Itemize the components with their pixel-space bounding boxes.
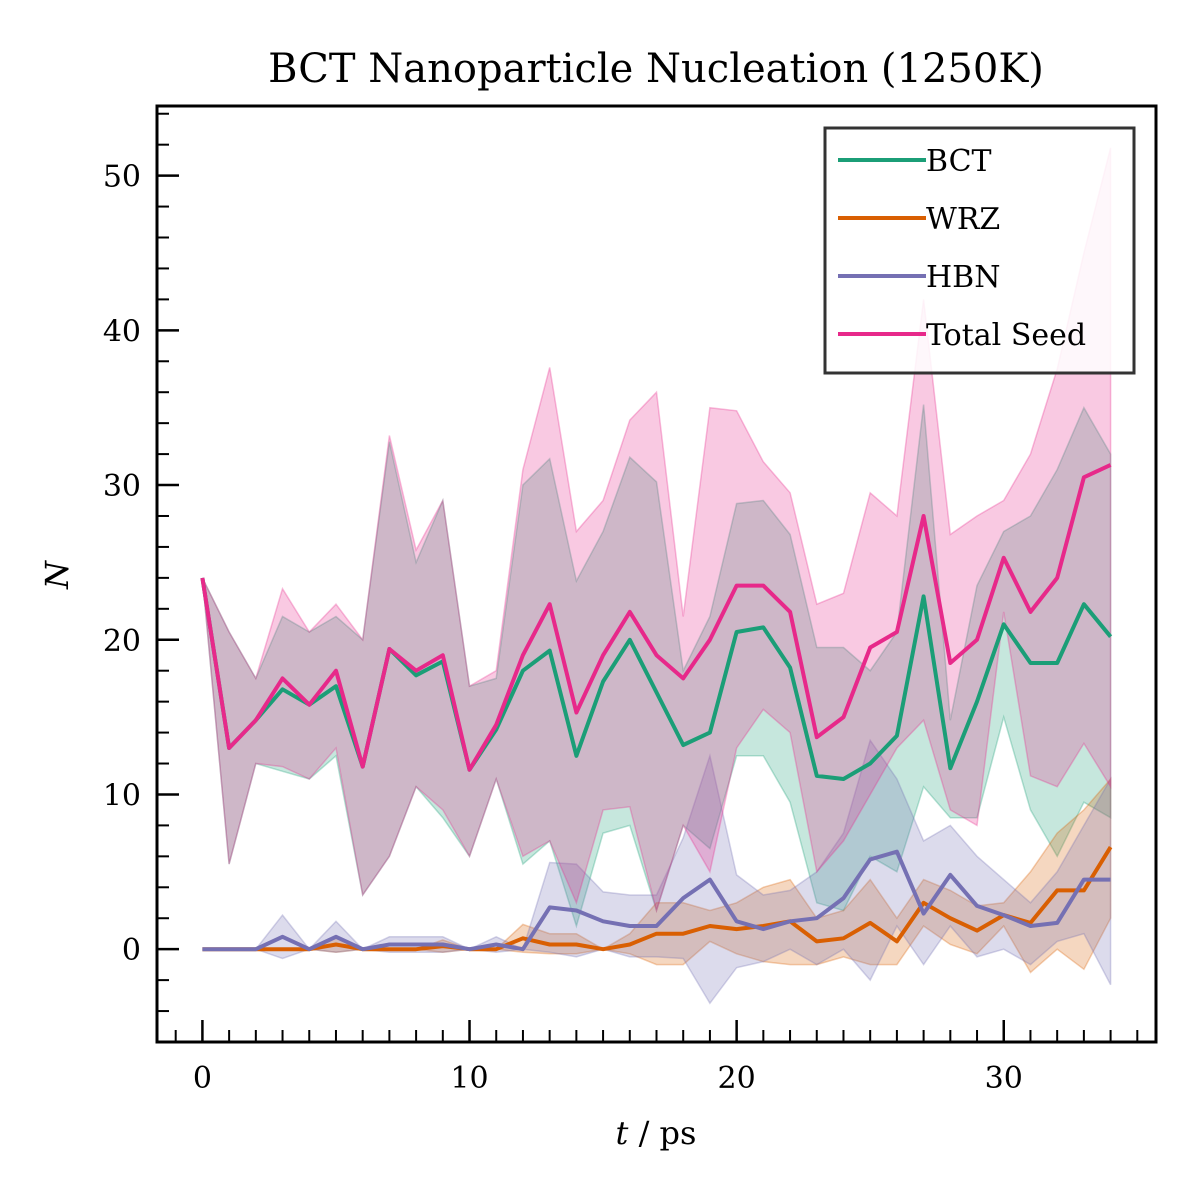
x-tick-label: 0 (193, 1061, 212, 1096)
y-tick-label: 40 (103, 314, 141, 349)
y-tick-label: 10 (103, 778, 141, 813)
y-tick-label: 50 (103, 160, 141, 195)
series-lines (200, 463, 1113, 952)
axis-ticks: 0 10 20 30 0 10 20 30 40 50 (103, 112, 1139, 1096)
legend-label-total-seed: Total Seed (926, 318, 1086, 353)
legend-label-bct: BCT (926, 144, 992, 179)
series-line-hbn (202, 849, 1111, 952)
x-axis-label: t / ps (616, 1114, 697, 1152)
series-line-total-seed (200, 463, 1112, 772)
y-tick-label: 0 (122, 933, 141, 968)
y-axis-label: N (38, 560, 76, 590)
legend-label-hbn: HBN (926, 260, 1000, 295)
y-tick-label: 30 (103, 469, 141, 504)
x-tick-label: 10 (450, 1061, 488, 1096)
band-total-seed (201, 147, 1112, 914)
x-tick-label: 20 (718, 1061, 756, 1096)
series-line-wrz (202, 846, 1113, 952)
legend: BCT WRZ HBN Total Seed (823, 126, 1136, 375)
y-tick-label: 20 (103, 624, 141, 659)
x-tick-label: 30 (985, 1061, 1023, 1096)
chart-title: BCT Nanoparticle Nucleation (1250K) (268, 46, 1044, 92)
legend-label-wrz: WRZ (926, 202, 1000, 237)
confidence-bands (201, 147, 1112, 1005)
